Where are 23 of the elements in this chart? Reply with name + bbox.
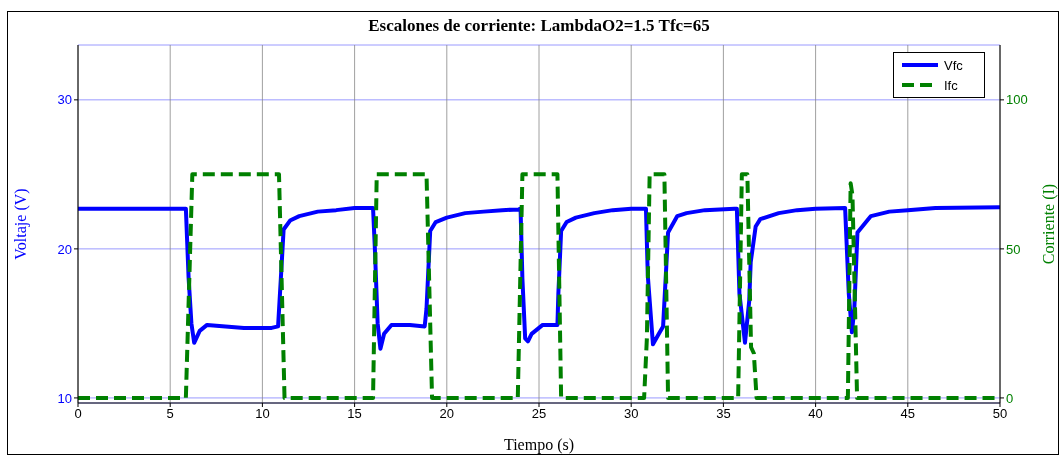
y-tick-label: 20 xyxy=(57,241,72,257)
chart-title: Escalones de corriente: LambdaO2=1.5 Tfc=65 xyxy=(367,16,711,36)
y-tick-label: 30 xyxy=(57,92,72,108)
x-tick-label: 5 xyxy=(166,406,174,422)
y2-tick-label: 0 xyxy=(1006,390,1014,406)
x-tick-label: 0 xyxy=(74,406,82,422)
x-tick-label: 45 xyxy=(900,406,916,422)
y-tick-label: 10 xyxy=(57,390,72,406)
x-tick-label: 20 xyxy=(439,406,455,422)
y2-axis-title: Corriente (I) xyxy=(1039,183,1058,265)
x-tick-label: 50 xyxy=(992,406,1008,422)
y2-tick-label: 100 xyxy=(1006,92,1028,108)
legend-label: Ifc xyxy=(944,77,958,93)
x-tick-label: 15 xyxy=(347,406,362,422)
x-tick-label: 25 xyxy=(531,406,547,422)
y-axis-title: Voltaje (V) xyxy=(11,188,30,260)
x-axis-title: Tiempo (s) xyxy=(503,436,575,454)
legend-label: Vfc xyxy=(944,57,963,73)
x-tick-label: 30 xyxy=(623,406,639,422)
x-tick-label: 40 xyxy=(808,406,823,422)
y2-tick-label: 50 xyxy=(1006,241,1021,257)
x-tick-label: 10 xyxy=(255,406,270,422)
x-tick-label: 35 xyxy=(716,406,731,422)
